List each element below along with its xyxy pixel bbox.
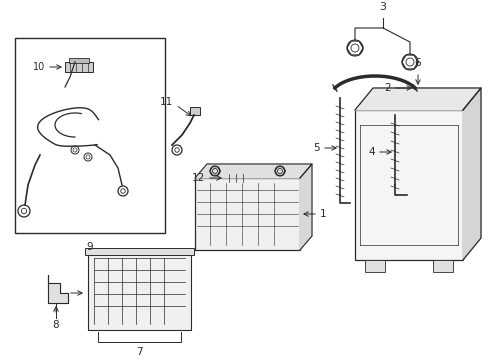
Text: 8: 8 bbox=[53, 320, 59, 330]
Text: 1: 1 bbox=[320, 209, 327, 219]
Bar bbox=[195, 178, 300, 250]
Polygon shape bbox=[48, 275, 68, 303]
Text: 12: 12 bbox=[192, 173, 205, 183]
Bar bbox=[69, 58, 89, 63]
Polygon shape bbox=[463, 88, 481, 260]
Polygon shape bbox=[355, 88, 481, 110]
Text: 10: 10 bbox=[33, 62, 45, 72]
Text: 3: 3 bbox=[379, 2, 387, 12]
Text: 6: 6 bbox=[415, 58, 421, 68]
Text: 5: 5 bbox=[314, 143, 320, 153]
Bar bbox=[190, 107, 200, 115]
Bar bbox=[225, 173, 247, 183]
Polygon shape bbox=[195, 164, 312, 178]
Text: 7: 7 bbox=[136, 347, 143, 357]
Bar bbox=[65, 62, 93, 72]
Bar bbox=[355, 110, 463, 260]
Bar bbox=[228, 168, 242, 173]
Bar bbox=[15, 38, 165, 233]
Bar bbox=[433, 260, 453, 272]
Polygon shape bbox=[300, 164, 312, 250]
Bar bbox=[365, 260, 385, 272]
Bar bbox=[88, 252, 191, 330]
Text: 11: 11 bbox=[160, 97, 173, 107]
Text: 2: 2 bbox=[385, 83, 391, 93]
Text: 9: 9 bbox=[87, 242, 93, 252]
Text: 4: 4 bbox=[368, 147, 375, 157]
Bar bbox=[85, 248, 194, 255]
